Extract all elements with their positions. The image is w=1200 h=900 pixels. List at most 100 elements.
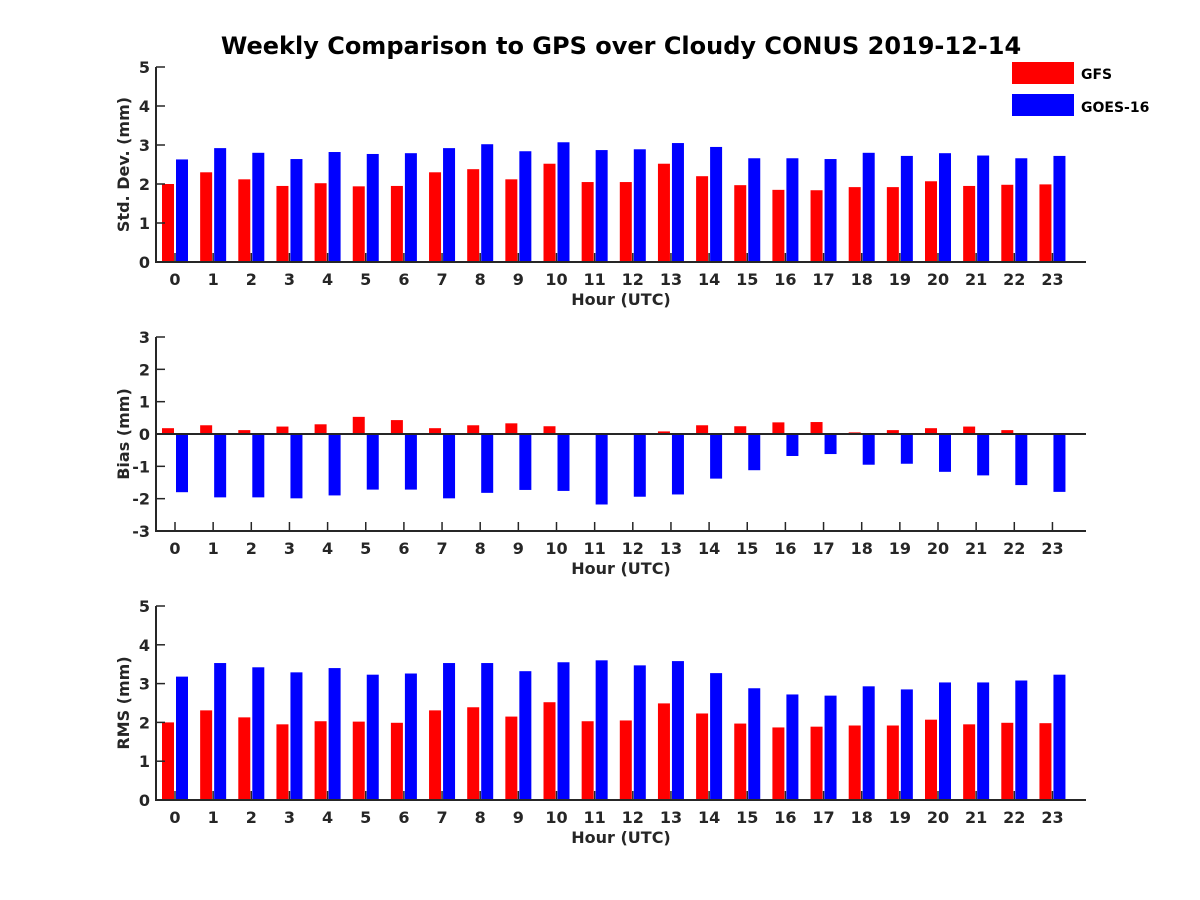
bar-gfs-hour-13 bbox=[657, 431, 670, 434]
bar-gfs-hour-1 bbox=[200, 425, 213, 434]
bar-goes16-hour-13 bbox=[671, 434, 684, 495]
bar-gfs-hour-16 bbox=[772, 422, 785, 434]
x-tick-label: 21 bbox=[965, 270, 987, 289]
bar-goes16-hour-21 bbox=[977, 434, 990, 476]
bar-gfs-hour-20 bbox=[925, 428, 937, 434]
bar-gfs-hour-23 bbox=[1039, 184, 1052, 262]
bar-gfs-hour-19 bbox=[886, 430, 899, 434]
bar-gfs-hour-10 bbox=[543, 163, 556, 262]
x-tick-label: 10 bbox=[545, 539, 567, 558]
bar-goes16-hour-16 bbox=[786, 694, 799, 800]
x-tick-label: 9 bbox=[513, 539, 524, 558]
x-tick-label: 22 bbox=[1003, 539, 1025, 558]
x-tick-label: 10 bbox=[545, 808, 567, 827]
bar-gfs-hour-15 bbox=[734, 426, 747, 434]
x-tick-label: 5 bbox=[360, 539, 371, 558]
bar-goes16-hour-5 bbox=[366, 153, 379, 262]
bar-goes16-hour-18 bbox=[862, 434, 875, 465]
bar-goes16-hour-20 bbox=[939, 153, 951, 262]
legend-label-gfs: GFS bbox=[1081, 67, 1112, 83]
y-tick-label: -2 bbox=[132, 490, 150, 509]
x-tick-label: 8 bbox=[475, 539, 486, 558]
x-tick-label: 5 bbox=[360, 808, 371, 827]
bar-goes16-hour-5 bbox=[366, 674, 379, 800]
x-tick-label: 12 bbox=[622, 539, 644, 558]
bar-goes16-hour-19 bbox=[900, 689, 913, 800]
bar-gfs-hour-19 bbox=[886, 187, 899, 262]
bar-gfs-hour-5 bbox=[352, 186, 365, 262]
x-tick-label: 17 bbox=[812, 539, 834, 558]
bar-goes16-hour-12 bbox=[633, 149, 646, 262]
x-tick-label: 8 bbox=[475, 808, 486, 827]
bar-goes16-hour-13 bbox=[671, 661, 684, 800]
y-axis-label: Std. Dev. (mm) bbox=[114, 97, 133, 232]
bar-goes16-hour-1 bbox=[214, 663, 227, 800]
bar-gfs-hour-4 bbox=[314, 424, 327, 434]
x-tick-label: 7 bbox=[436, 270, 447, 289]
y-tick-label: 3 bbox=[139, 675, 150, 694]
x-tick-label: 15 bbox=[736, 539, 758, 558]
bar-goes16-hour-0 bbox=[176, 159, 188, 262]
x-tick-label: 14 bbox=[698, 270, 720, 289]
x-tick-label: 19 bbox=[889, 808, 911, 827]
x-tick-label: 1 bbox=[208, 539, 219, 558]
x-tick-label: 13 bbox=[660, 808, 682, 827]
bar-gfs-hour-22 bbox=[1001, 430, 1014, 434]
bar-gfs-hour-15 bbox=[734, 185, 747, 262]
bar-goes16-hour-22 bbox=[1015, 158, 1028, 262]
bar-goes16-hour-15 bbox=[748, 688, 761, 800]
bar-gfs-hour-21 bbox=[963, 426, 976, 434]
bar-gfs-hour-3 bbox=[276, 724, 289, 800]
bar-gfs-hour-4 bbox=[314, 721, 327, 800]
bar-goes16-hour-12 bbox=[633, 434, 646, 497]
y-tick-label: 0 bbox=[139, 253, 150, 272]
x-tick-label: 11 bbox=[584, 808, 606, 827]
bar-goes16-hour-6 bbox=[404, 153, 417, 262]
bar-goes16-hour-21 bbox=[977, 155, 990, 262]
bar-gfs-hour-16 bbox=[772, 189, 785, 262]
bar-gfs-hour-21 bbox=[963, 724, 976, 800]
y-tick-label: 5 bbox=[139, 597, 150, 616]
x-tick-label: 11 bbox=[584, 270, 606, 289]
bar-goes16-hour-10 bbox=[557, 662, 570, 800]
bar-gfs-hour-17 bbox=[810, 422, 823, 434]
bar-goes16-hour-2 bbox=[252, 667, 265, 800]
bar-goes16-hour-6 bbox=[404, 673, 417, 800]
bar-gfs-hour-12 bbox=[619, 182, 632, 262]
y-axis-label: Bias (mm) bbox=[114, 388, 133, 480]
bar-goes16-hour-20 bbox=[939, 434, 951, 472]
bar-goes16-hour-3 bbox=[290, 672, 303, 800]
legend-swatch-gfs bbox=[1012, 62, 1074, 84]
x-axis-label: Hour (UTC) bbox=[571, 559, 671, 578]
x-tick-label: 14 bbox=[698, 808, 720, 827]
bar-goes16-hour-3 bbox=[290, 434, 303, 499]
bar-gfs-hour-21 bbox=[963, 185, 976, 262]
x-tick-label: 23 bbox=[1041, 808, 1063, 827]
bar-gfs-hour-22 bbox=[1001, 722, 1014, 800]
x-tick-label: 7 bbox=[436, 539, 447, 558]
bar-gfs-hour-10 bbox=[543, 702, 556, 800]
bar-gfs-hour-22 bbox=[1001, 184, 1014, 262]
x-tick-label: 18 bbox=[851, 808, 873, 827]
y-tick-label: 1 bbox=[139, 393, 150, 412]
bar-goes16-hour-21 bbox=[977, 682, 990, 800]
bar-goes16-hour-1 bbox=[214, 434, 227, 498]
x-tick-label: 18 bbox=[851, 270, 873, 289]
bar-goes16-hour-17 bbox=[824, 434, 837, 455]
y-tick-label: 1 bbox=[139, 752, 150, 771]
x-tick-label: 13 bbox=[660, 539, 682, 558]
x-tick-label: 19 bbox=[889, 270, 911, 289]
x-tick-label: 4 bbox=[322, 808, 333, 827]
y-tick-label: 2 bbox=[139, 175, 150, 194]
x-tick-label: 2 bbox=[246, 808, 257, 827]
bar-goes16-hour-19 bbox=[900, 155, 913, 262]
bar-gfs-hour-9 bbox=[505, 179, 518, 262]
bar-gfs-hour-12 bbox=[619, 720, 632, 800]
x-tick-label: 0 bbox=[169, 270, 180, 289]
x-tick-label: 11 bbox=[584, 539, 606, 558]
bar-goes16-hour-5 bbox=[366, 434, 379, 490]
bar-gfs-hour-11 bbox=[581, 721, 594, 800]
x-tick-label: 19 bbox=[889, 539, 911, 558]
